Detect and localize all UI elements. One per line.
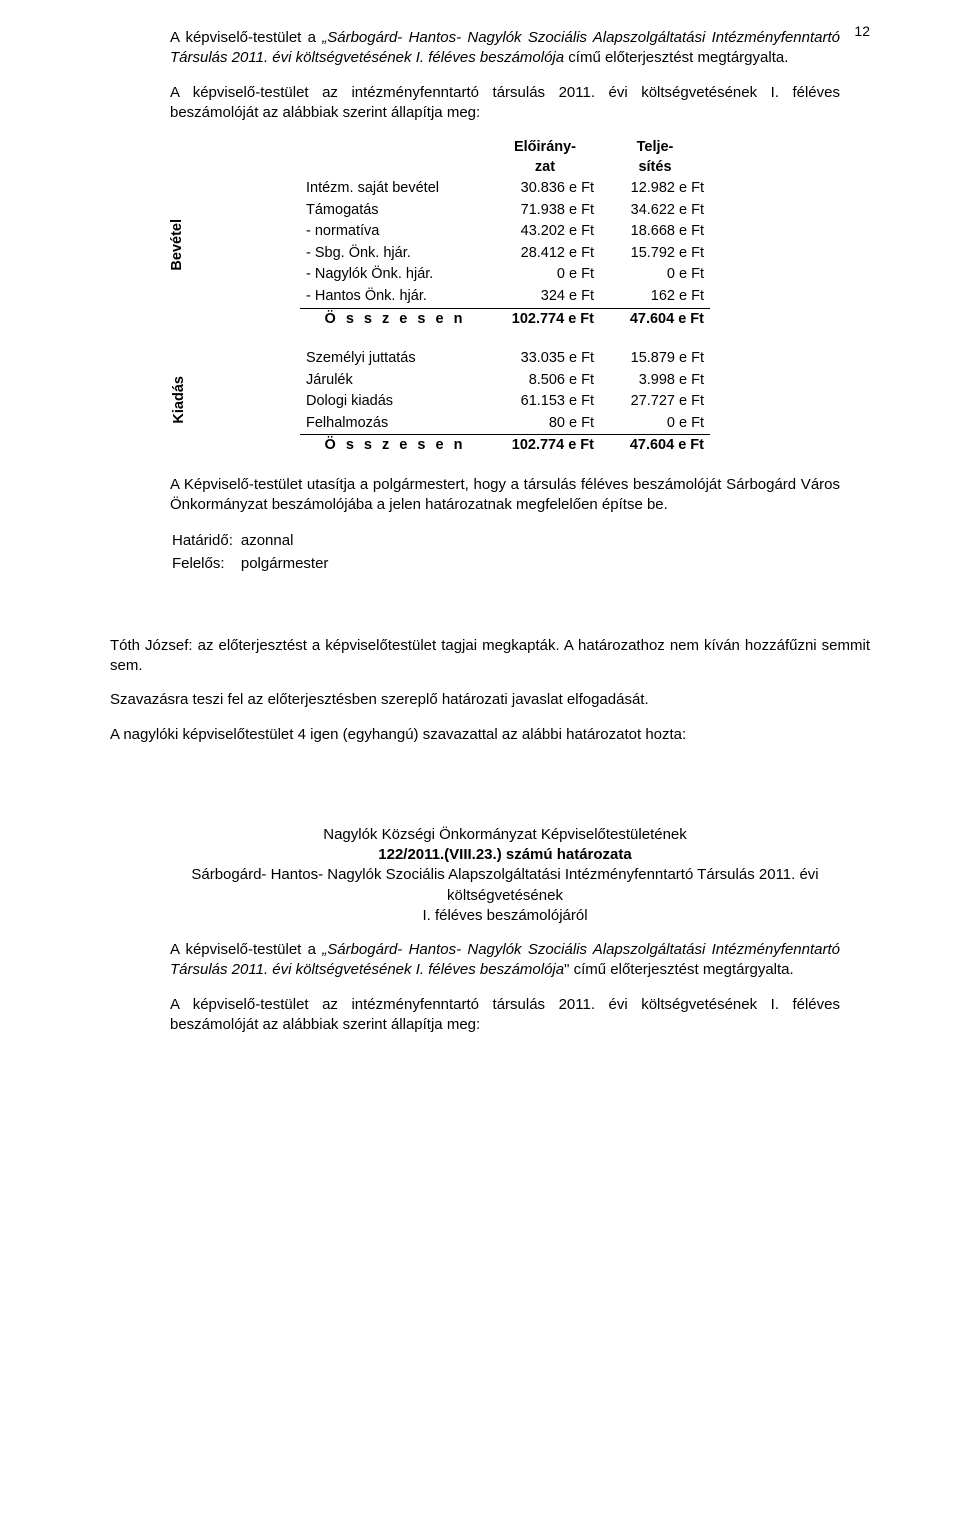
row-val: 30.836 e Ft — [490, 178, 600, 200]
hatarido-label: Határidő: — [172, 531, 239, 551]
row-label: - normatíva — [300, 221, 490, 243]
row-val: 0 e Ft — [600, 264, 710, 286]
row-val: 324 e Ft — [490, 286, 600, 308]
hatarido-value: azonnal — [241, 531, 335, 551]
table-row: - Sbg. Önk. hjár.28.412 e Ft15.792 e Ft — [300, 243, 710, 265]
row-label: Személyi juttatás — [300, 348, 490, 370]
row-val: 15.879 e Ft — [600, 348, 710, 370]
middle-paragraph-1: Tóth József: az előterjesztést a képvise… — [110, 636, 870, 677]
deadline-responsible-block: Határidő:azonnal Felelős:polgármester — [170, 529, 336, 576]
table-row: - Nagylók Önk. hjár.0 e Ft0 e Ft — [300, 264, 710, 286]
row-label: - Sbg. Önk. hjár. — [300, 243, 490, 265]
table-row: Felhalmozás80 e Ft0 e Ft — [300, 413, 710, 435]
resolution-head-4: I. féléves beszámolójáról — [170, 906, 840, 926]
sum-val: 47.604 e Ft — [600, 308, 710, 330]
row-val: 162 e Ft — [600, 286, 710, 308]
row-val: 71.938 e Ft — [490, 200, 600, 222]
instruction-paragraph: A Képviselő-testület utasítja a polgárme… — [170, 475, 840, 516]
felelos-value: polgármester — [241, 554, 335, 574]
sum-label: Ö s s z e s e n — [300, 308, 490, 330]
table-row: Intézm. saját bevétel30.836 e Ft12.982 e… — [300, 178, 710, 200]
row-val: 12.982 e Ft — [600, 178, 710, 200]
middle-paragraph-2: Szavazásra teszi fel az előterjesztésben… — [110, 690, 870, 710]
row-label: - Nagylók Önk. hjár. — [300, 264, 490, 286]
intro-paragraph-2: A képviselő-testület az intézményfenntar… — [170, 83, 840, 124]
row-label: Támogatás — [300, 200, 490, 222]
resolution-head-3: Sárbogárd- Hantos- Nagylók Szociális Ala… — [170, 865, 840, 906]
expenditure-rotated-label: Kiadás — [170, 376, 190, 424]
row-label: Felhalmozás — [300, 413, 490, 435]
row-label: - Hantos Önk. hjár. — [300, 286, 490, 308]
resolution-head-2: 122/2011.(VIII.23.) számú határozata — [170, 845, 840, 865]
row-val: 43.202 e Ft — [490, 221, 600, 243]
row-val: 27.727 e Ft — [600, 391, 710, 413]
row-val: 34.622 e Ft — [600, 200, 710, 222]
sum-val: 47.604 e Ft — [600, 435, 710, 457]
row-val: 15.792 e Ft — [600, 243, 710, 265]
middle-paragraph-3: A nagylóki képviselőtestület 4 igen (egy… — [110, 725, 870, 745]
sum-val: 102.774 e Ft — [490, 308, 600, 330]
felelos-label: Felelős: — [172, 554, 239, 574]
expenditure-sum-row: Ö s s z e s e n102.774 e Ft47.604 e Ft — [300, 435, 710, 457]
revenue-table-wrap: Bevétel Előirány- zat Telje- sítés Intéz… — [170, 137, 840, 330]
expenditure-table: Személyi juttatás33.035 e Ft15.879 e Ft … — [300, 348, 710, 457]
table-row: Járulék8.506 e Ft3.998 e Ft — [300, 370, 710, 392]
repeat-paragraph-1: A képviselő-testület a „Sárbogárd- Hanto… — [170, 940, 840, 981]
revenue-sum-row: Ö s s z e s e n102.774 e Ft47.604 e Ft — [300, 308, 710, 330]
repeat-paragraph-2: A képviselő-testület az intézményfenntar… — [170, 995, 840, 1036]
row-label: Járulék — [300, 370, 490, 392]
row-val: 33.035 e Ft — [490, 348, 600, 370]
row-val: 0 e Ft — [600, 413, 710, 435]
resolution-head-1: Nagylók Községi Önkormányzat Képviselőte… — [170, 825, 840, 845]
table-row: Dologi kiadás61.153 e Ft27.727 e Ft — [300, 391, 710, 413]
row-label: Intézm. saját bevétel — [300, 178, 490, 200]
repeat-1a: A képviselő-testület a — [170, 941, 322, 958]
intro-paragraph-1: A képviselő-testület a „Sárbogárd- Hanto… — [170, 28, 840, 69]
intro-1a: A képviselő-testület a — [170, 29, 322, 46]
revenue-rotated-label: Bevétel — [168, 219, 188, 271]
row-label: Dologi kiadás — [300, 391, 490, 413]
repeat-1c: " című előterjesztést megtárgyalta. — [564, 961, 794, 978]
row-val: 0 e Ft — [490, 264, 600, 286]
row-val: 28.412 e Ft — [490, 243, 600, 265]
resolution-heading: Nagylók Községi Önkormányzat Képviselőte… — [170, 825, 840, 926]
sum-label: Ö s s z e s e n — [300, 435, 490, 457]
page-number: 12 — [854, 22, 870, 41]
row-val: 8.506 e Ft — [490, 370, 600, 392]
row-val: 61.153 e Ft — [490, 391, 600, 413]
intro-1c: című előterjesztést megtárgyalta. — [564, 49, 788, 66]
table-row: Személyi juttatás33.035 e Ft15.879 e Ft — [300, 348, 710, 370]
col-header-1: Előirány- zat — [490, 137, 600, 178]
col-header-2: Telje- sítés — [600, 137, 710, 178]
table-row: Támogatás71.938 e Ft34.622 e Ft — [300, 200, 710, 222]
expenditure-table-wrap: Kiadás Személyi juttatás33.035 e Ft15.87… — [170, 348, 840, 457]
table-row: - normatíva43.202 e Ft18.668 e Ft — [300, 221, 710, 243]
row-val: 80 e Ft — [490, 413, 600, 435]
row-val: 3.998 e Ft — [600, 370, 710, 392]
table-row: - Hantos Önk. hjár.324 e Ft162 e Ft — [300, 286, 710, 308]
row-val: 18.668 e Ft — [600, 221, 710, 243]
revenue-table: Előirány- zat Telje- sítés Intézm. saját… — [300, 137, 710, 330]
sum-val: 102.774 e Ft — [490, 435, 600, 457]
